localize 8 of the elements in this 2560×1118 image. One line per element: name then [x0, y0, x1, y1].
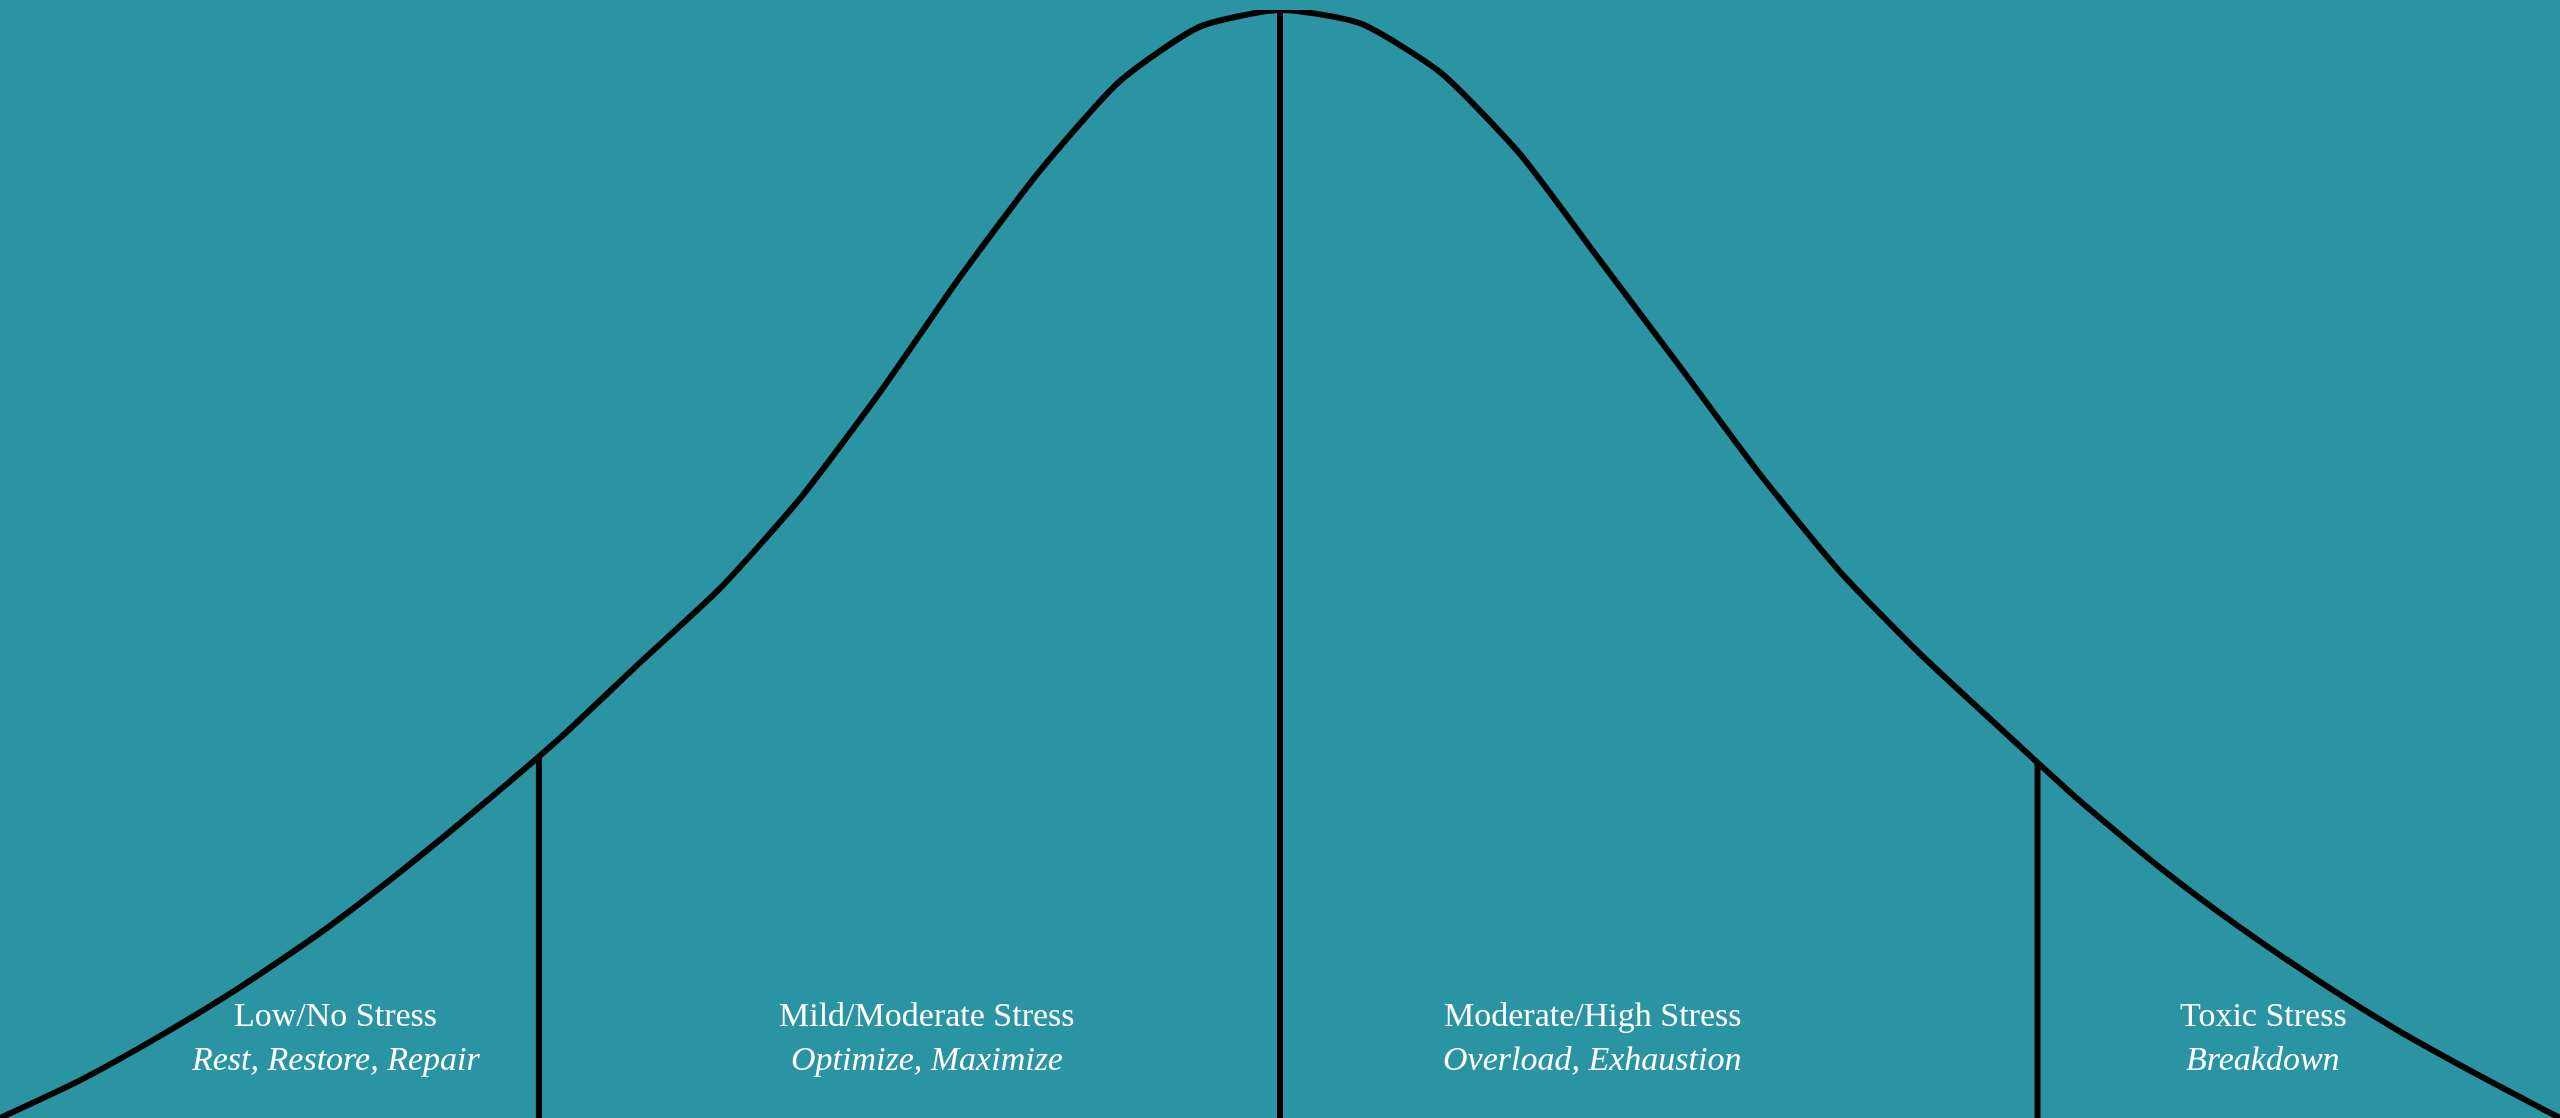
annotation: Breakdown	[2186, 1040, 2340, 1077]
annotation: Low/No Stress	[234, 996, 438, 1033]
annotation: Moderate/High Stress	[1444, 996, 1742, 1033]
annotation: Toxic Stress	[2180, 996, 2347, 1033]
annotation: Rest, Restore, Repair	[191, 1040, 481, 1077]
annotation: Mild/Moderate Stress	[779, 996, 1075, 1033]
annotation: Overload, Exhaustion	[1443, 1040, 1742, 1077]
annotation: Optimize, Maximize	[791, 1040, 1063, 1077]
